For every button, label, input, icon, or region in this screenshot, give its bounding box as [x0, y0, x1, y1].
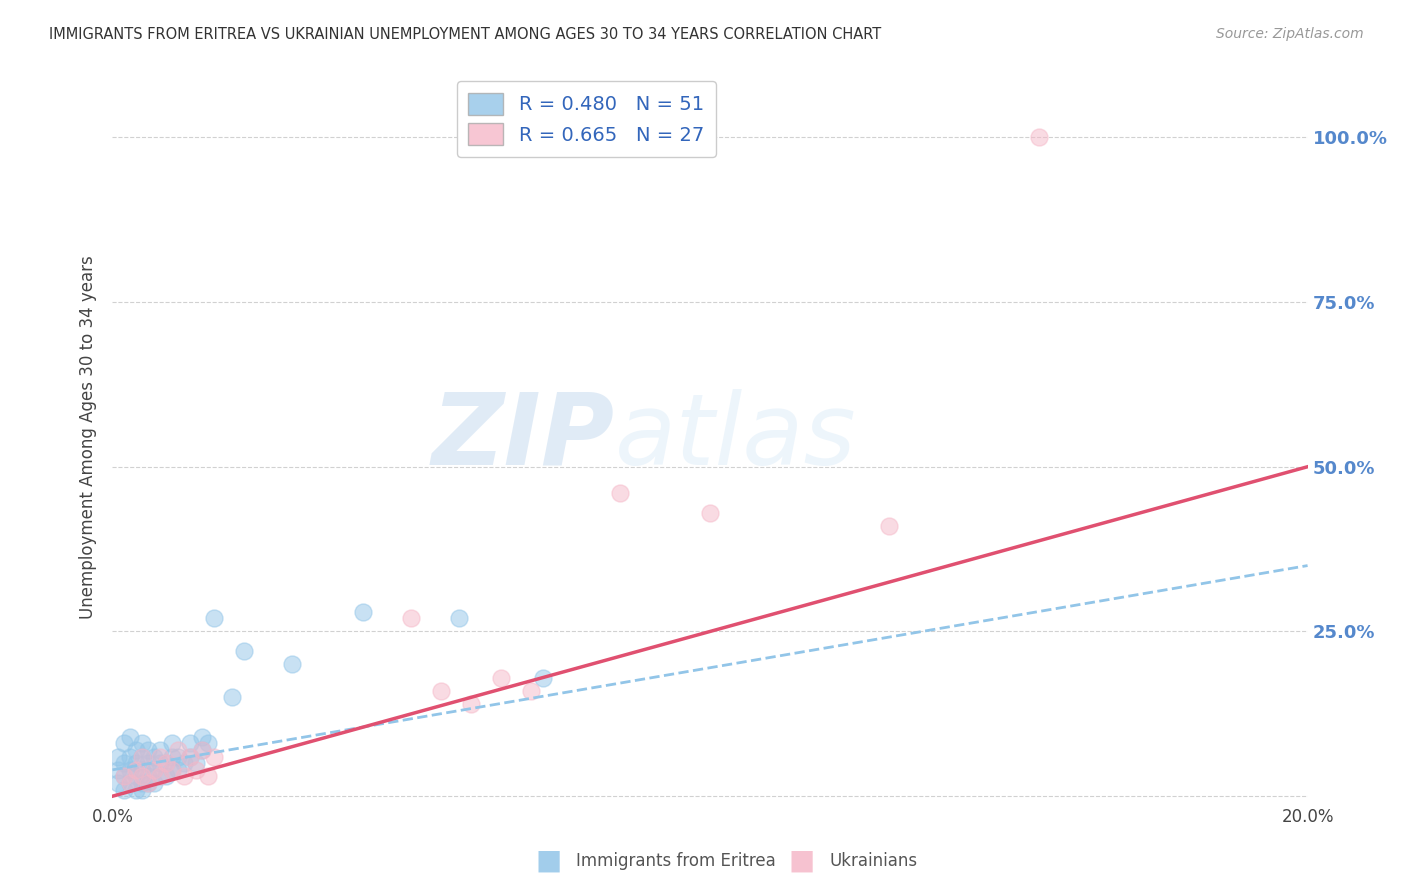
- Point: [131, 749, 153, 764]
- Point: [120, 776, 142, 790]
- Point: [489, 671, 512, 685]
- Point: [138, 769, 160, 783]
- Point: [143, 776, 166, 790]
- Point: [186, 756, 208, 771]
- Point: [143, 749, 166, 764]
- Point: [401, 611, 423, 625]
- Point: [609, 486, 631, 500]
- Y-axis label: Unemployment Among Ages 30 to 34 years: Unemployment Among Ages 30 to 34 years: [79, 255, 97, 619]
- Point: [120, 776, 142, 790]
- Point: [143, 763, 166, 777]
- Point: [173, 769, 195, 783]
- Point: [173, 756, 195, 771]
- Point: [107, 763, 129, 777]
- Point: [155, 756, 177, 771]
- Point: [191, 743, 214, 757]
- Point: [531, 671, 554, 685]
- Point: [149, 769, 172, 783]
- Point: [143, 763, 166, 777]
- Point: [179, 737, 201, 751]
- Point: [179, 749, 201, 764]
- Text: atlas: atlas: [614, 389, 856, 485]
- Point: [149, 743, 172, 757]
- Text: Ukrainians: Ukrainians: [830, 852, 918, 870]
- Point: [353, 605, 375, 619]
- Point: [131, 782, 153, 797]
- Point: [120, 730, 142, 744]
- Point: [179, 749, 201, 764]
- Point: [879, 519, 901, 533]
- Point: [131, 769, 153, 783]
- Point: [155, 756, 177, 771]
- Text: ■: ■: [536, 847, 561, 875]
- Point: [1028, 130, 1050, 145]
- Point: [699, 506, 721, 520]
- Point: [107, 749, 129, 764]
- Point: [120, 763, 142, 777]
- Point: [114, 769, 135, 783]
- Point: [167, 763, 190, 777]
- Point: [131, 763, 153, 777]
- Point: [162, 763, 183, 777]
- Point: [120, 749, 142, 764]
- Point: [138, 743, 160, 757]
- Point: [191, 743, 214, 757]
- Text: Source: ZipAtlas.com: Source: ZipAtlas.com: [1216, 27, 1364, 41]
- Point: [125, 763, 148, 777]
- Point: [131, 749, 153, 764]
- Point: [162, 749, 183, 764]
- Legend: R = 0.480   N = 51, R = 0.665   N = 27: R = 0.480 N = 51, R = 0.665 N = 27: [457, 81, 716, 157]
- Point: [430, 683, 453, 698]
- Point: [149, 756, 172, 771]
- Point: [138, 776, 160, 790]
- Point: [155, 769, 177, 783]
- Point: [138, 776, 160, 790]
- Point: [131, 737, 153, 751]
- Point: [125, 782, 148, 797]
- Text: ■: ■: [789, 847, 814, 875]
- Point: [191, 730, 214, 744]
- Point: [202, 611, 225, 625]
- Point: [449, 611, 471, 625]
- Point: [520, 683, 543, 698]
- Point: [114, 769, 135, 783]
- Point: [197, 737, 219, 751]
- Point: [197, 769, 219, 783]
- Point: [221, 690, 243, 705]
- Text: IMMIGRANTS FROM ERITREA VS UKRAINIAN UNEMPLOYMENT AMONG AGES 30 TO 34 YEARS CORR: IMMIGRANTS FROM ERITREA VS UKRAINIAN UNE…: [49, 27, 882, 42]
- Point: [131, 776, 153, 790]
- Point: [149, 769, 172, 783]
- Point: [107, 776, 129, 790]
- Point: [202, 749, 225, 764]
- Point: [125, 769, 148, 783]
- Point: [125, 756, 148, 771]
- Point: [114, 756, 135, 771]
- Point: [114, 737, 135, 751]
- Point: [167, 749, 190, 764]
- Point: [138, 756, 160, 771]
- Point: [281, 657, 304, 672]
- Text: ZIP: ZIP: [432, 389, 614, 485]
- Point: [125, 743, 148, 757]
- Point: [114, 782, 135, 797]
- Point: [162, 737, 183, 751]
- Text: Immigrants from Eritrea: Immigrants from Eritrea: [576, 852, 776, 870]
- Point: [167, 743, 190, 757]
- Point: [149, 749, 172, 764]
- Point: [162, 763, 183, 777]
- Point: [233, 644, 256, 658]
- Point: [186, 763, 208, 777]
- Point: [460, 697, 482, 711]
